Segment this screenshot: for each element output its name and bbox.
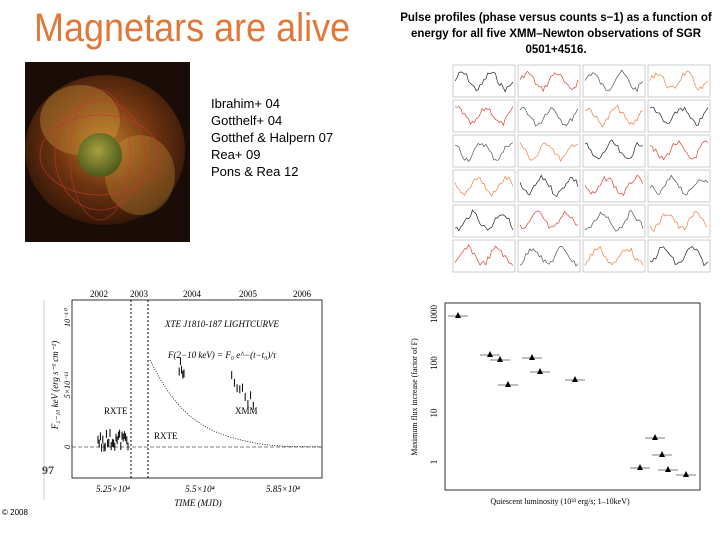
panel <box>647 99 711 133</box>
point <box>497 356 503 362</box>
reference: Gotthef & Halpern 07 <box>211 130 334 145</box>
point <box>637 464 643 470</box>
panel <box>582 204 646 238</box>
profile-curve <box>649 140 709 161</box>
panel <box>647 134 711 168</box>
panel <box>647 169 711 203</box>
profile-curve <box>649 174 709 196</box>
profile-curve <box>584 210 644 232</box>
panel <box>582 64 646 98</box>
magnetar-image <box>25 62 190 242</box>
profile-curve <box>454 106 514 127</box>
references: Ibrahim+ 04 Gotthelf+ 04 Gotthef & Halpe… <box>211 95 333 180</box>
profile-curve <box>584 139 643 160</box>
profile-curve <box>584 104 643 128</box>
x-tick-label: 5.5×10⁴ <box>185 484 214 494</box>
lightcurve-figure: 2002 2003 2004 2005 2006 XTE J1810-187 L… <box>40 288 330 512</box>
year-label: 2005 <box>239 289 258 299</box>
point <box>652 434 658 440</box>
x-axis-label: TIME (MJD) <box>174 498 221 508</box>
panel <box>582 134 646 168</box>
y-tick-label: 1000 <box>429 305 439 324</box>
y-tick-label: 10⁻¹⁰ <box>63 307 72 327</box>
panel <box>582 239 646 273</box>
y-tick-label: 1 <box>429 460 439 465</box>
panel <box>452 99 516 133</box>
panel <box>517 99 581 133</box>
year-label: 2006 <box>293 289 312 299</box>
profile-curve <box>649 246 709 267</box>
point <box>572 376 578 382</box>
panel <box>452 134 516 168</box>
point <box>665 466 671 472</box>
profile-curve <box>649 211 708 233</box>
side-number: 97 <box>42 463 54 477</box>
profile-curve <box>649 70 709 91</box>
profile-curve <box>454 244 514 266</box>
panel <box>517 204 581 238</box>
flux-figure: 1000 100 10 1 Maximum flux increase (fac… <box>410 302 701 506</box>
profile-curve <box>584 69 644 93</box>
point <box>537 368 543 374</box>
year-label: 2002 <box>90 289 108 299</box>
instrument-label: XMM <box>235 406 258 416</box>
y-tick-label: 100 <box>429 356 439 370</box>
panel <box>647 204 711 238</box>
panel <box>452 169 516 203</box>
panel <box>517 239 581 273</box>
point <box>683 471 689 477</box>
profile-curve <box>519 142 578 163</box>
point <box>455 312 461 318</box>
panel <box>582 99 646 133</box>
plot-title: XTE J1810-187 LIGHTCURVE <box>164 319 279 329</box>
profile-curve <box>519 174 579 198</box>
profile-curve <box>454 209 514 232</box>
instrument-label: RXTE <box>154 431 178 441</box>
x-tick-label: 5.25×10⁴ <box>96 484 130 494</box>
point <box>505 381 511 387</box>
reference: Rea+ 09 <box>211 147 261 162</box>
panel <box>582 169 646 203</box>
profile-curve <box>519 245 579 267</box>
reference: Pons & Rea 12 <box>211 164 299 179</box>
panel <box>452 64 516 98</box>
formula: F(2−10 keV) = F₀ e^−(t−t₀)/τ <box>167 350 277 360</box>
y-axis-label: Maximum flux increase (factor of F) <box>410 338 419 456</box>
y-tick-label: 10 <box>429 408 439 418</box>
y-axis-label: F₂₋₁₀ keV (erg s⁻¹ cm⁻²) <box>50 341 60 431</box>
point <box>487 351 493 357</box>
reference: Gotthelf+ 04 <box>211 113 283 128</box>
profile-curve <box>454 71 514 93</box>
pulse-profile-grid <box>452 64 711 273</box>
panel <box>452 204 516 238</box>
profile-curve <box>519 107 579 127</box>
reference: Ibrahim+ 04 <box>211 96 281 111</box>
year-label: 2003 <box>130 289 149 299</box>
profile-curve <box>584 245 644 266</box>
profile-curve <box>454 175 514 197</box>
profile-curve <box>454 142 514 163</box>
copyright: © 2008 <box>2 508 28 517</box>
panel <box>517 134 581 168</box>
slide-title: Magnetars are alive <box>34 6 351 50</box>
x-tick-label: 5.85×10⁴ <box>266 484 300 494</box>
point <box>659 451 665 457</box>
y-tick-label: 5×10⁻¹¹ <box>63 371 72 398</box>
point <box>529 354 535 360</box>
x-axis-label: Quiescent luminosity (10³³ erg/s; 1–10ke… <box>490 497 630 506</box>
panel <box>647 64 711 98</box>
instrument-label: RXTE <box>104 406 128 416</box>
profile-curve <box>519 70 579 93</box>
year-label: 2004 <box>183 289 202 299</box>
panel <box>647 239 711 273</box>
profile-curve <box>519 210 578 229</box>
profile-curve <box>584 174 644 197</box>
profile-curve <box>649 106 709 126</box>
y-tick-label: 0 <box>63 445 72 449</box>
caption: Pulse profiles (phase versus counts s−1)… <box>400 12 712 56</box>
